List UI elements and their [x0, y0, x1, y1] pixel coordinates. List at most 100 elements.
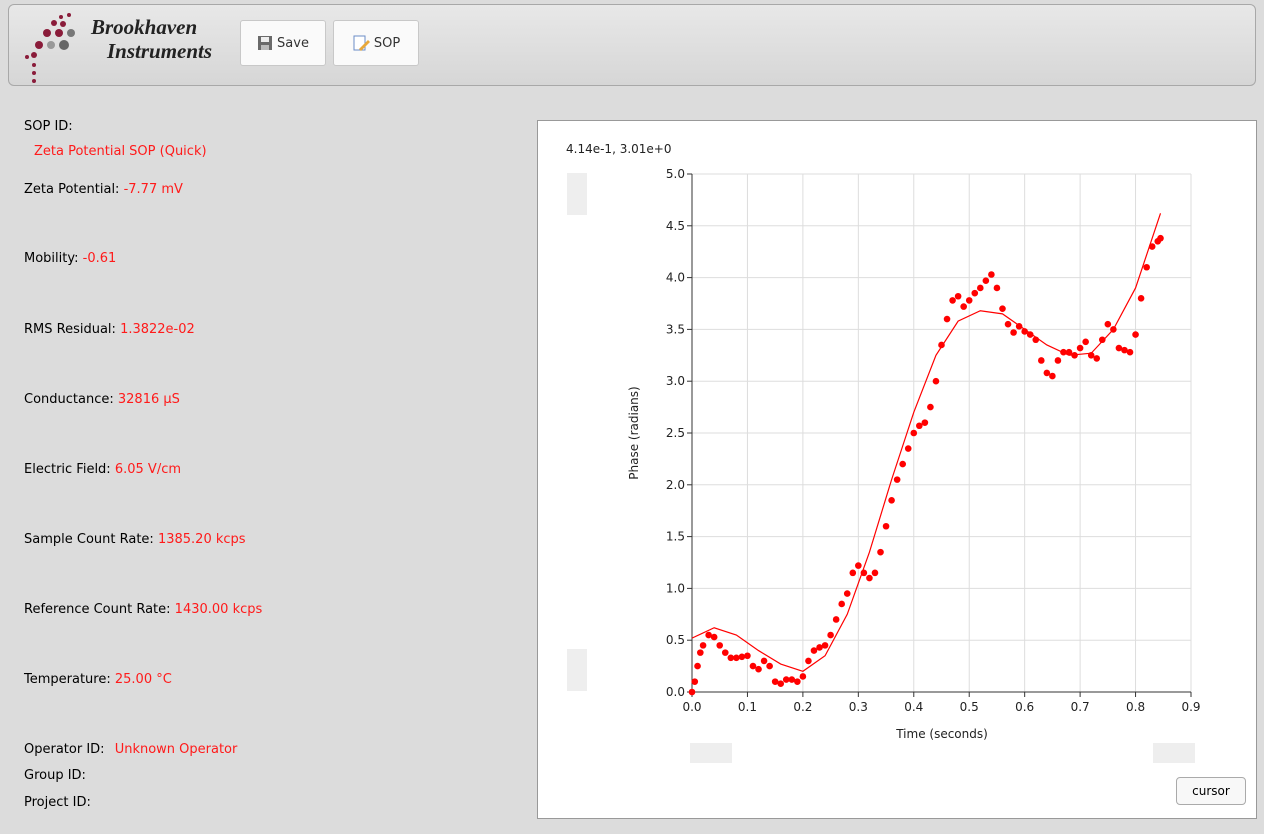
field-label: Project ID:	[24, 795, 91, 810]
data-point	[782, 676, 790, 683]
data-point	[893, 476, 901, 483]
field-label: Sample Count Rate:	[24, 532, 154, 547]
data-point	[1093, 355, 1101, 362]
data-point	[943, 315, 951, 323]
field-row: Zeta Potential: -7.77 mV	[24, 182, 183, 197]
sop-icon	[353, 35, 370, 51]
placeholder	[567, 649, 587, 691]
field-value: 1.3822e-02	[120, 322, 195, 337]
data-point	[1065, 348, 1073, 356]
field-value: -7.77 mV	[123, 182, 183, 197]
data-point	[755, 665, 762, 673]
logo-text: Brookhaven	[91, 15, 198, 39]
data-point	[710, 633, 718, 641]
x-tick-label: 0.3	[849, 700, 868, 714]
data-point	[805, 657, 812, 665]
data-point	[855, 562, 862, 569]
data-point	[843, 590, 851, 597]
field-row: Group ID:	[24, 768, 86, 783]
field-label: Reference Count Rate:	[24, 602, 171, 617]
field-value: Zeta Potential SOP (Quick)	[34, 144, 207, 159]
data-point	[927, 403, 934, 411]
data-point	[1038, 357, 1045, 364]
cursor-readout: 4.14e-1, 3.01e+0	[566, 142, 672, 156]
field-row: Sample Count Rate: 1385.20 kcps	[24, 532, 246, 547]
field-label: Mobility:	[24, 251, 79, 266]
data-point	[716, 642, 724, 649]
data-point	[866, 574, 873, 582]
data-point	[766, 662, 773, 670]
field-value: 1385.20 kcps	[157, 532, 246, 547]
save-label: Save	[277, 35, 309, 51]
field-row: Reference Count Rate: 1430.00 kcps	[24, 602, 262, 617]
data-point	[1043, 369, 1051, 377]
data-point	[733, 654, 740, 662]
data-point	[744, 652, 751, 660]
data-point	[871, 569, 879, 577]
y-tick-label: 0.5	[666, 633, 685, 647]
data-point	[960, 303, 967, 310]
cursor-button[interactable]: cursor	[1176, 777, 1246, 805]
sop-button[interactable]: SOP	[333, 20, 419, 66]
data-point	[965, 297, 973, 304]
data-point	[888, 497, 895, 504]
field-value: 25.00 °C	[114, 672, 172, 687]
field-label: SOP ID:	[24, 119, 73, 134]
field-row: Temperature: 25.00 °C	[24, 672, 172, 687]
data-point	[1082, 338, 1089, 346]
data-point	[771, 678, 779, 685]
field-label: Zeta Potential:	[24, 182, 120, 197]
data-point	[954, 292, 962, 300]
data-point	[988, 271, 995, 278]
data-point	[849, 569, 857, 577]
x-tick-label: 0.2	[793, 700, 812, 714]
data-point	[1004, 320, 1012, 328]
y-tick-label: 3.0	[666, 374, 685, 388]
x-tick-label: 0.4	[904, 700, 923, 714]
field-row: Project ID:	[24, 795, 91, 810]
data-point	[1137, 295, 1145, 302]
data-point	[738, 653, 746, 661]
field-label: RMS Residual:	[24, 322, 116, 337]
field-row: Conductance: 32816 µS	[24, 392, 180, 407]
data-point	[993, 284, 1001, 292]
field-value: -0.61	[82, 251, 117, 266]
save-button[interactable]: Save	[240, 20, 326, 66]
data-point	[1076, 344, 1084, 352]
data-point	[899, 460, 906, 468]
data-point	[877, 548, 884, 556]
data-point	[705, 631, 712, 639]
data-point	[794, 678, 801, 685]
field-row: RMS Residual: 1.3822e-02	[24, 322, 195, 337]
y-tick-label: 1.5	[666, 530, 685, 544]
data-point	[777, 680, 785, 688]
data-point	[816, 644, 823, 651]
data-point	[838, 600, 845, 608]
x-axis-label: Time (seconds)	[895, 727, 988, 741]
fit-line	[691, 213, 1162, 672]
data-point	[882, 522, 890, 530]
data-point	[982, 277, 990, 285]
data-point	[1026, 331, 1034, 338]
data-point	[699, 642, 707, 649]
data-point	[1098, 336, 1106, 344]
data-point	[749, 662, 757, 670]
data-point	[788, 676, 796, 683]
placeholder	[1153, 743, 1195, 763]
data-point	[1054, 357, 1062, 364]
logo-text: Instruments	[107, 39, 213, 63]
x-tick-label: 0.6	[1015, 700, 1034, 714]
data-point	[921, 419, 929, 426]
y-tick-label: 4.0	[666, 271, 685, 285]
data-point	[971, 289, 979, 297]
data-point	[977, 284, 984, 292]
data-point	[1143, 263, 1150, 271]
chart-panel: 4.14e-1, 3.01e+0 Time (seconds) Phase (r…	[537, 120, 1257, 819]
field-label: Operator ID:	[24, 742, 105, 757]
data-point	[688, 688, 696, 696]
field-value: 1430.00 kcps	[174, 602, 263, 617]
data-point	[727, 654, 735, 662]
data-point	[691, 678, 699, 685]
placeholder	[567, 173, 587, 215]
data-point	[949, 297, 956, 304]
